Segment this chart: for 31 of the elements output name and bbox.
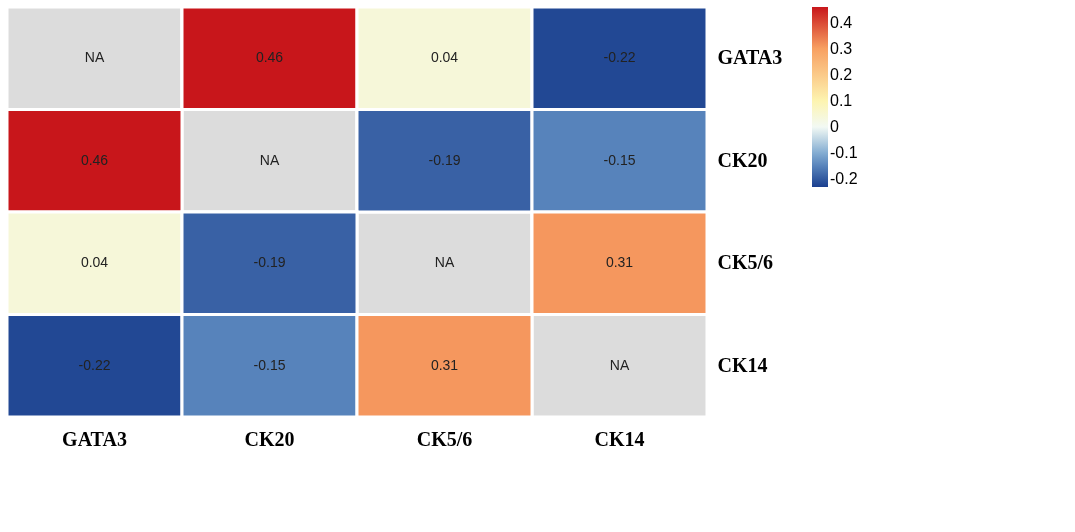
- data-label: -0.15: [603, 151, 636, 168]
- data-label: -0.22: [78, 356, 111, 373]
- x-tick-label: CK20: [244, 427, 295, 450]
- y-tick-label: CK5/6: [717, 251, 774, 274]
- color-bar-label: 0.3: [830, 39, 853, 57]
- text: NA: [609, 356, 630, 373]
- text: NA: [434, 254, 455, 271]
- data-label: -0.15: [253, 356, 286, 373]
- data-label: -0.22: [603, 49, 636, 66]
- y-tick-label: CK14: [717, 353, 768, 376]
- y-tick-label: CK20: [717, 148, 768, 171]
- x-tick-label: CK5/6: [416, 427, 473, 450]
- y-tick-label: GATA3: [717, 46, 783, 69]
- data-label: 0.04: [430, 49, 459, 66]
- x-tick-label: GATA3: [62, 427, 127, 450]
- color-bar-label: 0.2: [830, 65, 853, 83]
- color-bar-label: -0.2: [830, 170, 858, 188]
- x-tick-label: CK14: [594, 427, 645, 450]
- data-label: 0.31: [430, 356, 459, 373]
- data-label: 0.46: [80, 151, 109, 168]
- color-bar-label: 0: [830, 118, 839, 135]
- data-label: 0.31: [605, 254, 634, 271]
- color-bar-label: 0.1: [830, 91, 853, 109]
- data-label: 0.04: [80, 254, 109, 271]
- data-label: -0.19: [253, 254, 286, 271]
- text: NA: [259, 151, 280, 168]
- color-bar-label: -0.1: [830, 144, 858, 162]
- data-label: -0.19: [428, 151, 461, 168]
- color-bar-label: 0.4: [830, 13, 853, 31]
- text: NA: [84, 49, 105, 66]
- data-label: 0.46: [255, 49, 284, 66]
